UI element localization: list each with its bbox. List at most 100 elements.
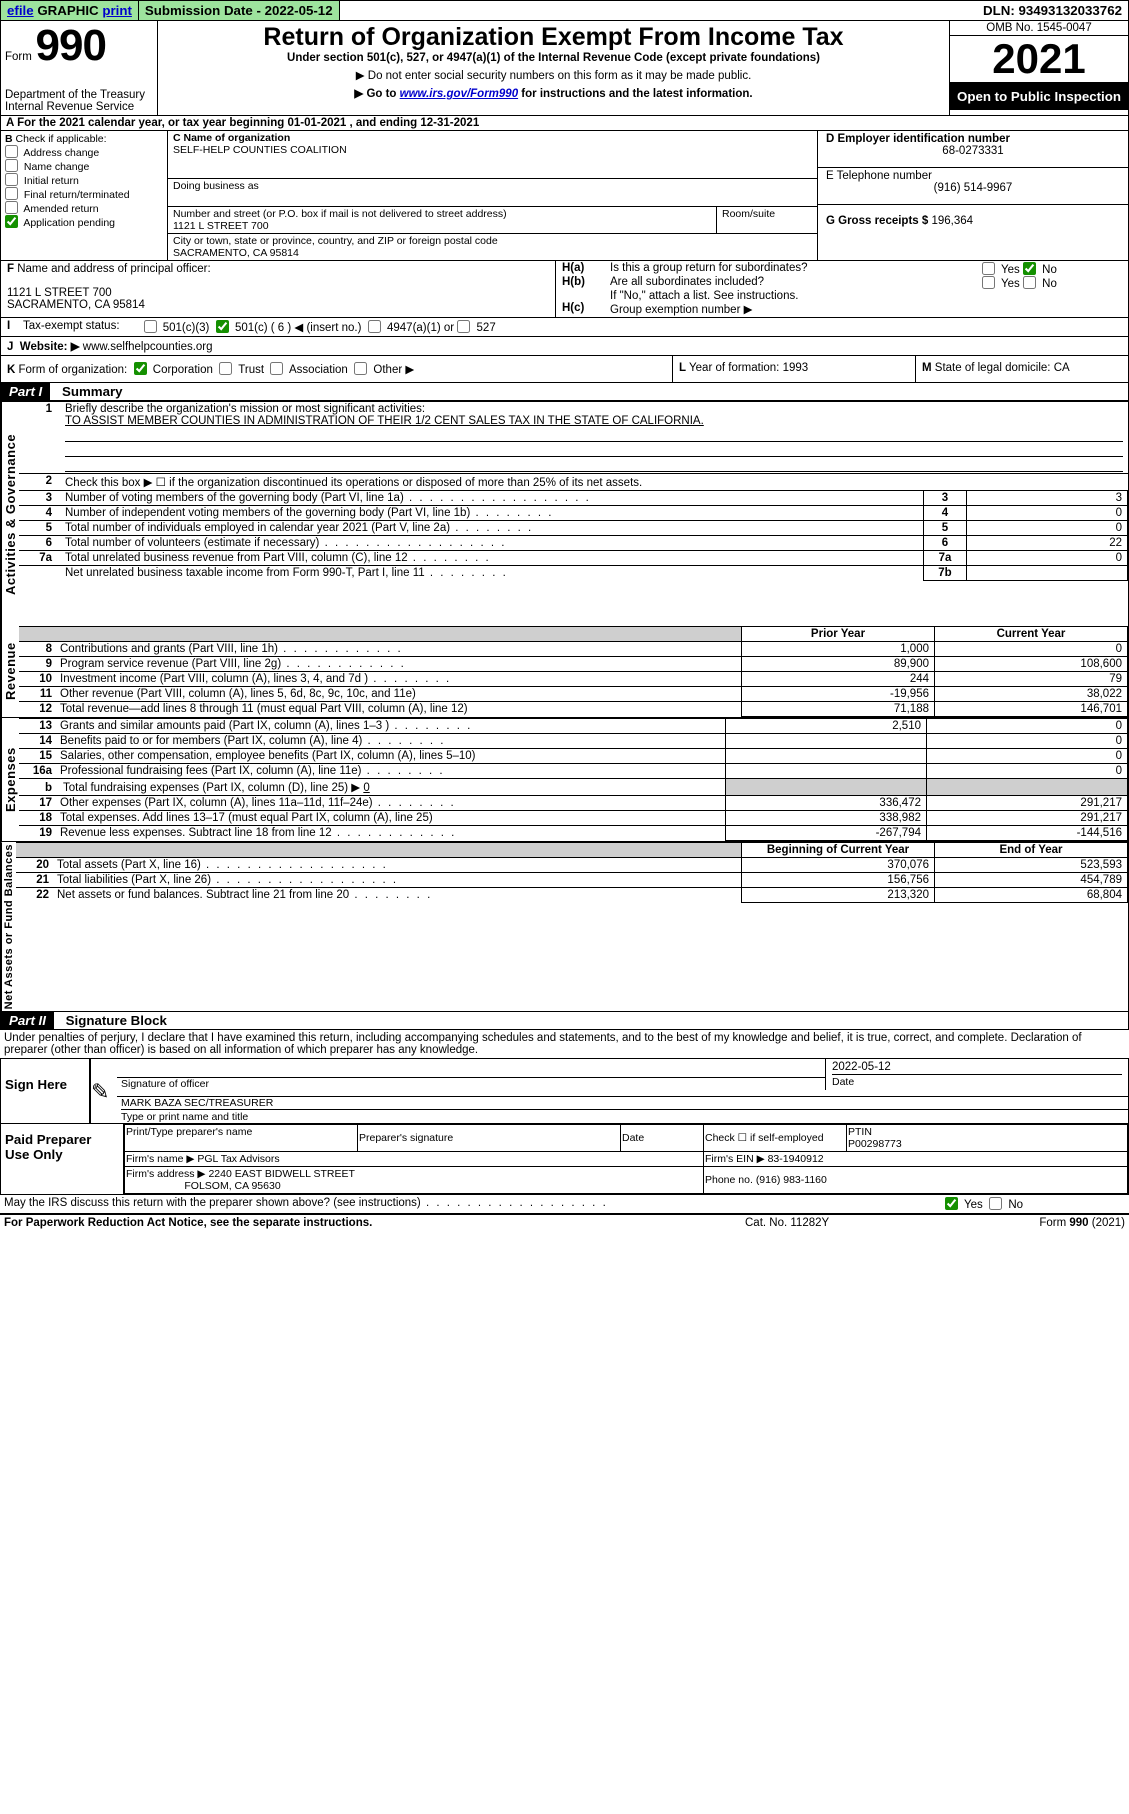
J-text: Website: ▶ <box>20 341 80 353</box>
cy18: 291,217 <box>927 811 1128 826</box>
website: www.selfhelpcounties.org <box>83 341 213 353</box>
E-label: E Telephone number <box>826 170 932 182</box>
I-text: Tax-exempt status: <box>23 320 120 334</box>
C-name-label: C Name of organization <box>173 132 290 144</box>
l10: Investment income (Part VIII, column (A)… <box>60 673 451 685</box>
side-exp: Expenses <box>1 718 19 841</box>
form-footer: 990 <box>1069 1217 1088 1229</box>
pp-check: Check ☐ if self-employed <box>704 1125 847 1152</box>
cy15: 0 <box>927 749 1128 764</box>
side-rev: Revenue <box>1 626 19 717</box>
chk-initial[interactable]: Initial return <box>5 175 79 187</box>
return-title: Return of Organization Exempt From Incom… <box>168 23 939 52</box>
Hb-no[interactable]: No <box>1023 278 1057 290</box>
discuss-q: May the IRS discuss this return with the… <box>4 1197 608 1209</box>
py8: 1,000 <box>742 642 935 657</box>
cy9: 108,600 <box>935 657 1128 672</box>
part2-title: Signature Block <box>58 1013 167 1028</box>
col-cy: Current Year <box>935 627 1128 642</box>
pp-name-label: Print/Type preparer's name <box>126 1126 252 1138</box>
chk-final[interactable]: Final return/terminated <box>5 189 130 201</box>
note-goto-post: for instructions and the latest informat… <box>518 88 753 100</box>
Hc-text: Group exemption number ▶ <box>610 302 752 316</box>
dept-treasury: Department of the Treasury Internal Reve… <box>5 89 153 113</box>
efile-a: efile <box>7 3 34 18</box>
part1-title: Summary <box>54 384 123 399</box>
l21: Total liabilities (Part X, line 26) <box>57 874 398 886</box>
py15 <box>726 749 927 764</box>
F-text: Name and address of principal officer: <box>17 263 210 275</box>
discuss-no[interactable]: No <box>989 1199 1023 1211</box>
v4: 0 <box>967 506 1128 521</box>
gross-receipts: 196,364 <box>931 215 973 227</box>
K-label: K <box>7 364 15 376</box>
k-trust[interactable]: Trust <box>219 364 264 376</box>
l17: Other expenses (Part IX, column (A), lin… <box>60 797 456 809</box>
l19: Revenue less expenses. Subtract line 18 … <box>60 827 456 839</box>
pp-sig-label: Preparer's signature <box>359 1132 453 1144</box>
sign-here: Sign Here <box>1 1059 91 1123</box>
chk-namechg[interactable]: Name change <box>5 161 89 173</box>
i-4947[interactable]: 4947(a)(1) or <box>368 320 454 334</box>
l15: Salaries, other compensation, employee b… <box>60 750 475 762</box>
cy10: 79 <box>935 672 1128 687</box>
py21: 156,756 <box>742 873 935 888</box>
Ha-no[interactable]: No <box>1023 264 1057 276</box>
col-eoy: End of Year <box>935 843 1128 858</box>
l6: Total number of volunteers (estimate if … <box>60 536 924 551</box>
chk-amended[interactable]: Amended return <box>5 203 99 215</box>
k-corp[interactable]: Corporation <box>134 364 213 376</box>
cy14: 0 <box>927 734 1128 749</box>
phone: (916) 514-9967 <box>826 182 1120 194</box>
omb: OMB No. 1545-0047 <box>950 21 1128 36</box>
py13: 2,510 <box>726 719 927 734</box>
paid-preparer: Paid Preparer Use Only <box>1 1124 124 1194</box>
l11: Other revenue (Part VIII, column (A), li… <box>60 688 416 700</box>
officer-name: MARK BAZA SEC/TREASURER <box>121 1097 273 1109</box>
B-label: B <box>5 133 13 145</box>
Hb-note: If "No," attach a list. See instructions… <box>562 290 1122 302</box>
efile-link[interactable]: efile GRAPHIC print <box>1 1 139 20</box>
I-label: I <box>7 320 23 334</box>
M-label: M <box>922 362 932 374</box>
l1: Briefly describe the organization's miss… <box>65 403 425 415</box>
note-goto-pre: Go to <box>366 88 399 100</box>
side-gov: Activities & Governance <box>1 401 19 626</box>
Ha-yes[interactable]: Yes <box>982 264 1020 276</box>
Hb-label: H(b) <box>562 276 610 290</box>
chk-pending[interactable]: Application pending <box>5 217 115 229</box>
l12: Total revenue—add lines 8 through 11 (mu… <box>60 703 468 715</box>
v5: 0 <box>967 521 1128 536</box>
l22: Net assets or fund balances. Subtract li… <box>57 889 432 901</box>
form990-link[interactable]: www.irs.gov/Form990 <box>400 88 518 100</box>
sig-label: Signature of officer <box>121 1078 209 1090</box>
Ha-text: Is this a group return for subordinates? <box>610 262 982 276</box>
F-addr1: 1121 L STREET 700 <box>7 287 112 299</box>
B-check-if: Check if applicable: <box>16 133 107 145</box>
part1-hdr: Part I <box>1 383 50 400</box>
py19: -267,794 <box>726 826 927 841</box>
col-py: Prior Year <box>742 627 935 642</box>
v7a: 0 <box>967 551 1128 566</box>
D-label: D Employer identification number <box>826 133 1010 145</box>
py20: 370,076 <box>742 858 935 873</box>
l20: Total assets (Part X, line 16) <box>57 859 388 871</box>
v6: 22 <box>967 536 1128 551</box>
form-word: Form <box>5 51 32 63</box>
discuss-yes[interactable]: Yes <box>945 1199 983 1211</box>
py17: 336,472 <box>726 796 927 811</box>
chk-address[interactable]: Address change <box>5 147 99 159</box>
py9: 89,900 <box>742 657 935 672</box>
k-other[interactable]: Other ▶ <box>354 364 414 376</box>
cy19: -144,516 <box>927 826 1128 841</box>
i-501c6[interactable]: 501(c) ( 6 ) ◀ (insert no.) <box>216 320 362 334</box>
cy11: 38,022 <box>935 687 1128 702</box>
k-assoc[interactable]: Association <box>270 364 347 376</box>
i-501c3[interactable]: 501(c)(3) <box>144 320 210 334</box>
l14: Benefits paid to or for members (Part IX… <box>60 735 445 747</box>
F-addr2: SACRAMENTO, CA 95814 <box>7 299 145 311</box>
city-label: City or town, state or province, country… <box>173 235 498 247</box>
Hb-yes[interactable]: Yes <box>982 278 1020 290</box>
dln: DLN: 93493132033762 <box>977 1 1128 20</box>
i-527[interactable]: 527 <box>457 320 495 334</box>
